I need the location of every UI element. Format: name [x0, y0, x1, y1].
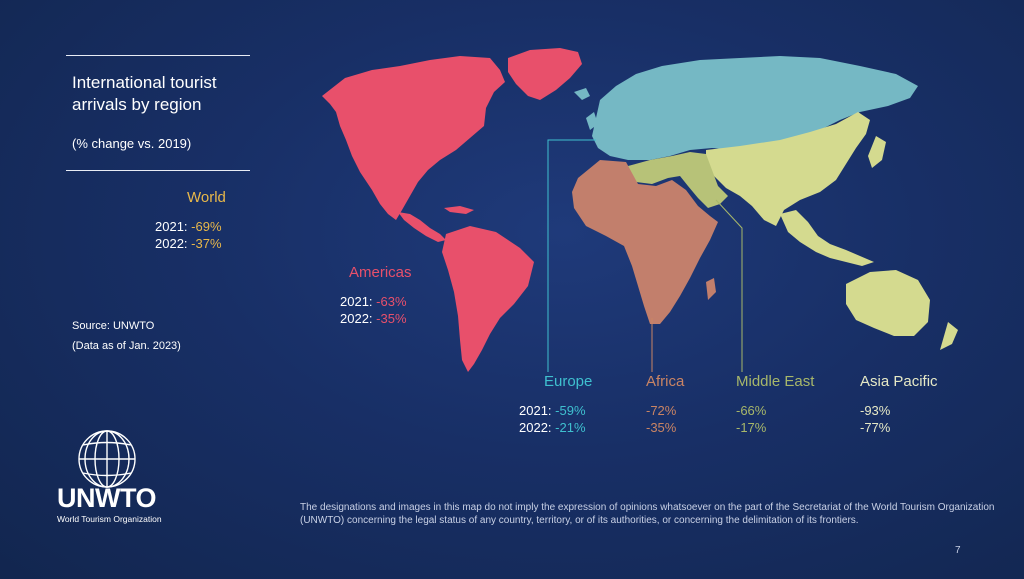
middle-east-2022-value: -17% [736, 420, 767, 435]
asia-pacific-stats: -93% -77% [860, 402, 890, 436]
americas-2022-value: -35% [376, 311, 407, 326]
source-date: (Data as of Jan. 2023) [72, 340, 181, 352]
middle-east-2021-value: -66% [736, 403, 767, 418]
world-2021-year: 2021: [155, 219, 188, 234]
central-america-shape [398, 212, 446, 242]
americas-stats: 2021: -63% 2022: -35% [340, 293, 407, 327]
iceland-uk-shape [574, 88, 598, 130]
europe-2021-value: -59% [555, 403, 586, 418]
middle-east-stats: -66% -17% [736, 402, 766, 436]
asia-pacific-2022-value: -77% [860, 420, 891, 435]
title-top-rule [66, 55, 250, 56]
middle-east-label: Middle East [736, 373, 815, 390]
source-note: Source: UNWTO (Data as of Jan. 2023) [72, 316, 181, 356]
title-bottom-rule [66, 170, 250, 171]
map-region-americas [322, 48, 582, 372]
africa-stats: -72% -35% [646, 402, 676, 436]
europe-label: Europe [544, 373, 593, 390]
globe-icon [78, 430, 136, 488]
australia-shape [846, 270, 930, 336]
africa-2021-value: -72% [646, 403, 677, 418]
source-line: Source: UNWTO [72, 320, 155, 332]
leader-lines [547, 139, 743, 372]
unwto-logo-subtitle: World Tourism Organization [57, 514, 162, 524]
asia-pacific-label: Asia Pacific [860, 373, 938, 390]
madagascar-shape [706, 278, 716, 300]
slide-title: International tourist arrivals by region [72, 73, 217, 114]
africa-shape [572, 160, 718, 324]
map-region-africa [572, 160, 718, 324]
americas-2021-year: 2021: [340, 294, 373, 309]
world-label: World [187, 189, 226, 206]
page-number: 7 [955, 545, 961, 556]
southeast-asia-shape [780, 210, 874, 266]
europe-2021-year: 2021: [519, 403, 552, 418]
europe-leader-line [547, 139, 596, 372]
new-zealand-shape [940, 322, 958, 350]
north-america-shape [322, 56, 505, 220]
europe-stats: 2021: -59% 2022: -21% [519, 402, 586, 436]
middle-east-leader-line [715, 199, 743, 372]
middle-east-shape [628, 152, 728, 208]
americas-label: Americas [349, 264, 412, 281]
map-region-europe [574, 56, 918, 160]
americas-2022-year: 2022: [340, 311, 373, 326]
asia-pacific-2021-value: -93% [860, 403, 891, 418]
south-america-shape [442, 226, 534, 372]
europe-russia-shape [592, 56, 918, 160]
africa-2022-value: -35% [646, 420, 677, 435]
map-disclaimer: The designations and images in this map … [300, 502, 995, 526]
slide-subtitle: (% change vs. 2019) [72, 136, 192, 151]
world-2021-value: -69% [191, 219, 222, 234]
americas-2021-value: -63% [376, 294, 407, 309]
japan-shape [868, 136, 886, 168]
asia-shape [706, 112, 870, 226]
map-region-middle-east [628, 152, 728, 208]
world-stats: 2021: -69% 2022: -37% [155, 218, 222, 252]
europe-2022-year: 2022: [519, 420, 552, 435]
world-2022-value: -37% [191, 236, 222, 251]
unwto-logo-wordmark: UNWTO [57, 483, 157, 513]
caribbean-shape [444, 206, 474, 214]
greenland-shape [508, 48, 582, 100]
map-region-asia-pacific [706, 112, 958, 350]
europe-2022-value: -21% [555, 420, 586, 435]
world-2022-year: 2022: [155, 236, 188, 251]
africa-label: Africa [646, 373, 685, 390]
